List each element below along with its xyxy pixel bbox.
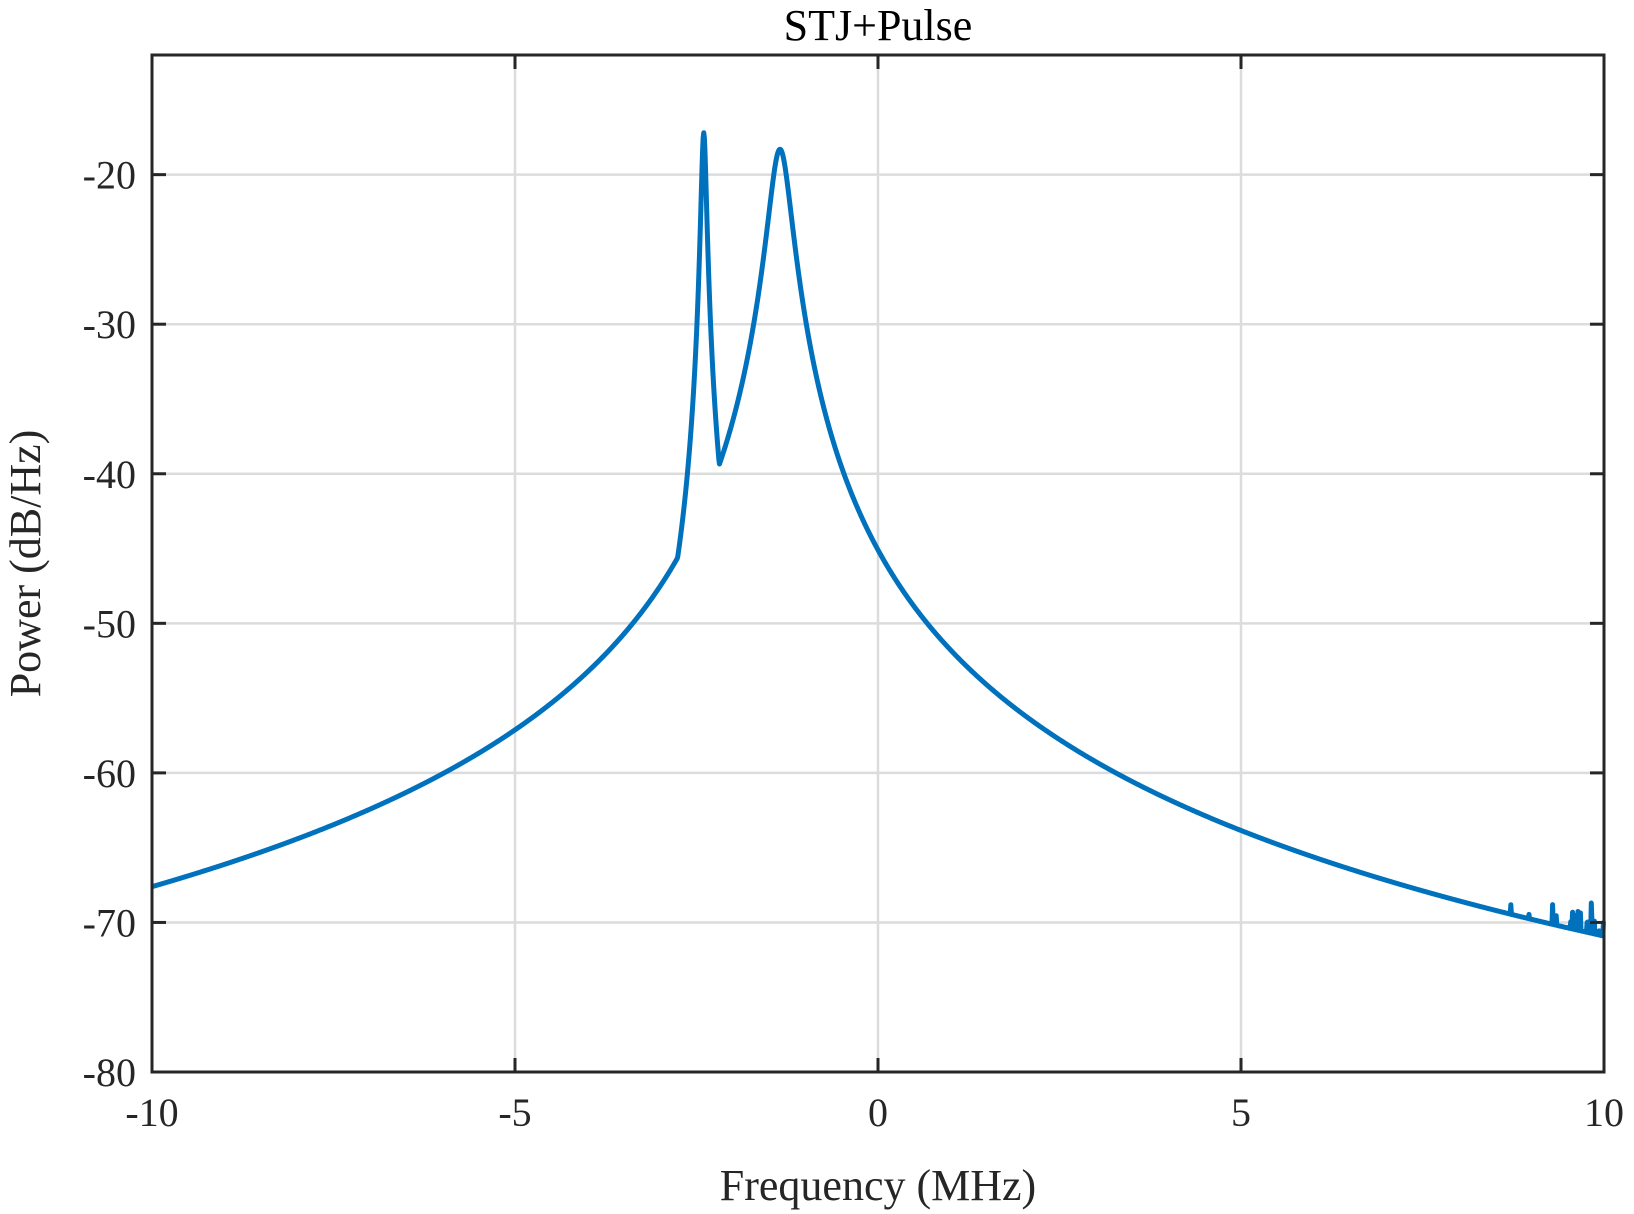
x-axis-title: Frequency (MHz) xyxy=(720,1161,1036,1210)
y-tick-label: -30 xyxy=(83,302,136,347)
x-tick-label: 5 xyxy=(1231,1090,1251,1135)
grid-lines xyxy=(152,55,1604,1072)
y-tick-label: -80 xyxy=(83,1050,136,1095)
x-tick-label: -5 xyxy=(498,1090,531,1135)
y-tick-label: -20 xyxy=(83,153,136,198)
tick-marks xyxy=(150,55,1606,1074)
y-axis-title: Power (dB/Hz) xyxy=(1,430,50,698)
spectrum-series-line xyxy=(150,130,1607,939)
x-tick-label: -10 xyxy=(125,1090,178,1135)
series-layer xyxy=(150,130,1607,939)
x-tick-label: 10 xyxy=(1584,1090,1624,1135)
x-tick-label: 0 xyxy=(868,1090,888,1135)
tick-labels: -10 -5 0 5 10-80-70-60-50-40-30-20 xyxy=(83,153,1624,1135)
chart-title: STJ+Pulse xyxy=(784,1,973,50)
y-tick-label: -50 xyxy=(83,601,136,646)
y-tick-label: -70 xyxy=(83,900,136,945)
y-tick-label: -60 xyxy=(83,751,136,796)
y-tick-label: -40 xyxy=(83,452,136,497)
